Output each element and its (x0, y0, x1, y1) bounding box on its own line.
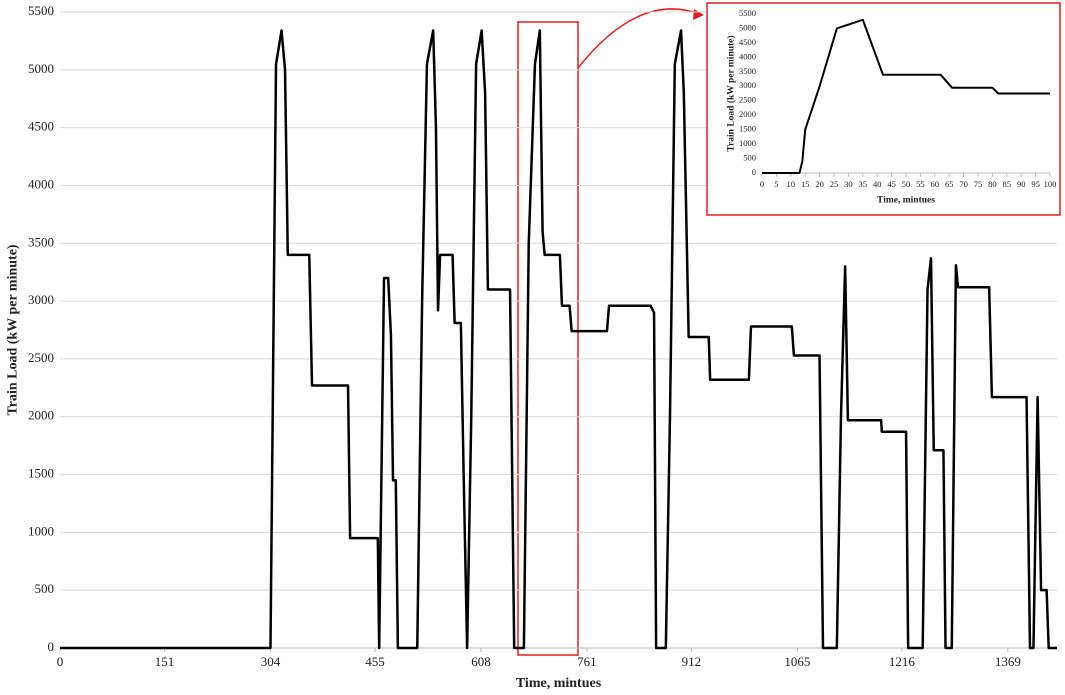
y-tick-label: 500 (35, 581, 55, 596)
y-tick-label: 2000 (28, 408, 54, 423)
y-tick-label: 5500 (28, 3, 54, 18)
arrow-head (693, 9, 704, 20)
y-tick-label: 0 (752, 167, 756, 177)
x-tick-label: 912 (682, 654, 702, 669)
y-tick-label: 1000 (739, 138, 756, 148)
x-tick-label: 95 (1031, 179, 1040, 189)
y-tick-label: 4500 (739, 37, 756, 47)
y-tick-label: 5500 (739, 8, 756, 18)
y-tick-label: 5000 (739, 22, 756, 32)
x-tick-label: 50 (902, 179, 911, 189)
y-tick-label: 4000 (739, 51, 756, 61)
y-tick-label: 3000 (28, 292, 54, 307)
y-axis-title: Train Load (kW per minute) (5, 244, 20, 415)
x-axis-title: Time, mintues (516, 676, 602, 691)
x-tick-label: 1369 (995, 654, 1021, 669)
x-tick-label: 608 (471, 654, 491, 669)
y-tick-label: 3000 (739, 80, 756, 90)
x-tick-label: 25 (830, 179, 839, 189)
x-tick-label: 1065 (784, 654, 810, 669)
y-tick-label: 2000 (739, 109, 756, 119)
zoom-arrow (577, 8, 703, 69)
y-tick-label: 5000 (28, 61, 54, 76)
x-tick-label: 65 (945, 179, 954, 189)
x-tick-label: 90 (1017, 179, 1026, 189)
x-tick-label: 5 (774, 179, 778, 189)
x-tick-label: 151 (155, 654, 175, 669)
x-tick-label: 761 (577, 654, 597, 669)
inset-frame (706, 2, 1061, 216)
y-tick-label: 2500 (739, 95, 756, 105)
x-tick-label: 70 (959, 179, 968, 189)
x-tick-label: 10 (787, 179, 796, 189)
x-tick-label: 1216 (889, 654, 916, 669)
y-tick-label: 1000 (28, 523, 54, 538)
y-tick-label: 3500 (739, 66, 756, 76)
x-axis-title: Time, mintues (877, 195, 935, 205)
y-tick-label: 4000 (28, 176, 54, 191)
y-tick-label: 2500 (28, 350, 54, 365)
x-tick-label: 55 (916, 179, 925, 189)
x-tick-label: 455 (365, 654, 385, 669)
x-tick-label: 40 (873, 179, 882, 189)
y-tick-label: 4500 (28, 119, 54, 134)
x-tick-label: 304 (261, 654, 281, 669)
y-axis-title: Train Load (kW per minute) (726, 35, 737, 151)
y-tick-label: 3500 (28, 234, 54, 249)
x-tick-label: 0 (57, 654, 64, 669)
x-tick-label: 0 (760, 179, 764, 189)
data-line (762, 18, 1050, 174)
x-tick-label: 75 (974, 179, 983, 189)
x-tick-label: 60 (931, 179, 940, 189)
x-tick-label: 35 (859, 179, 868, 189)
x-tick-label: 30 (844, 179, 853, 189)
x-tick-label: 20 (815, 179, 824, 189)
x-tick-label: 45 (887, 179, 896, 189)
y-tick-label: 0 (48, 639, 55, 654)
data-line (60, 29, 1057, 650)
x-tick-label: 100 (1044, 179, 1057, 189)
y-tick-label: 1500 (739, 124, 756, 134)
x-tick-label: 15 (801, 179, 810, 189)
highlight-box (517, 21, 579, 656)
x-tick-label: 85 (1003, 179, 1012, 189)
y-tick-label: 1500 (28, 466, 54, 481)
x-tick-label: 80 (988, 179, 997, 189)
y-tick-label: 500 (743, 152, 756, 162)
